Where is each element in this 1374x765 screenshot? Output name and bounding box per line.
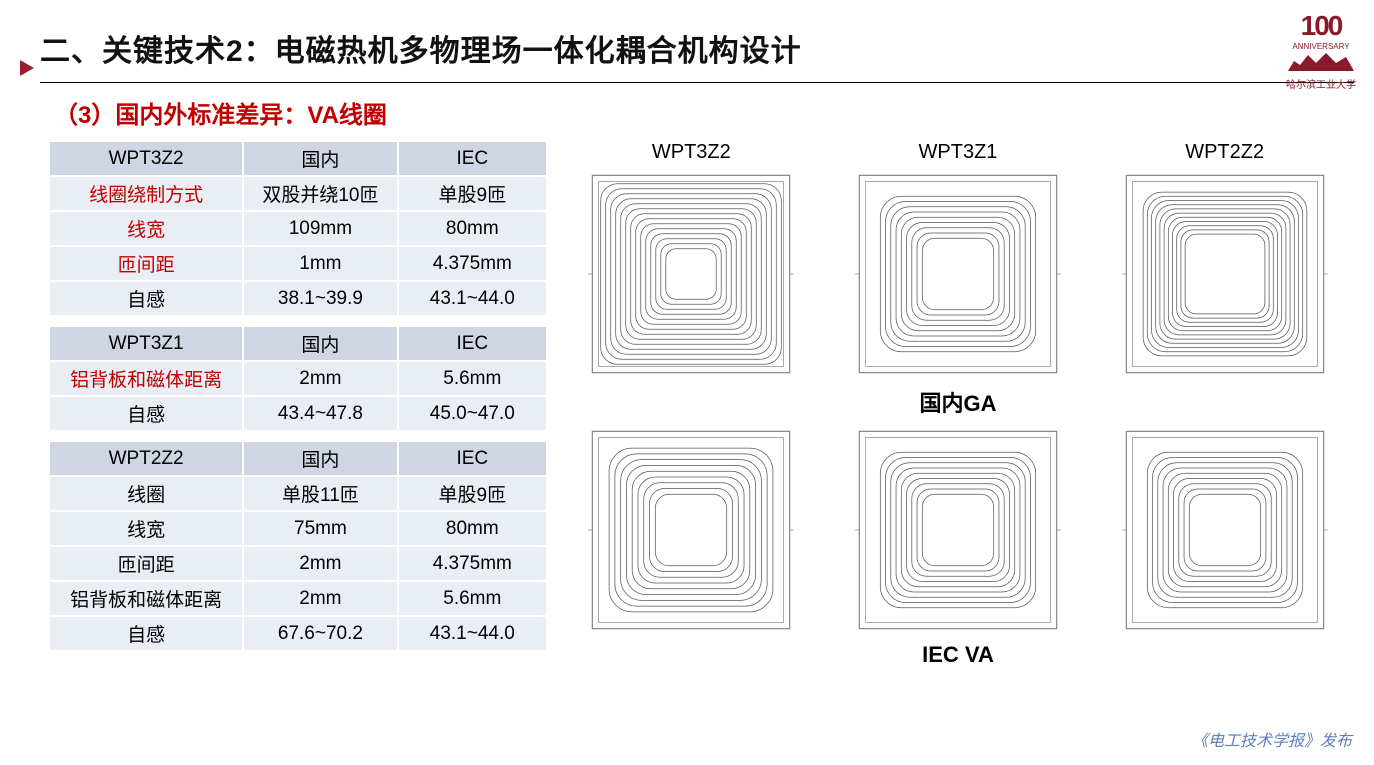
table-header-cn: 国内 [243,441,397,476]
diagram-label: WPT2Z2 [1185,141,1264,164]
table-header-cn: 国内 [243,326,397,361]
table-header-iec: IEC [398,441,547,476]
coil-diagram [586,425,796,635]
tables-column: WPT3Z2国内IEC线圈绕制方式双股并绕10匝单股9匝线宽109mm80mm匝… [48,140,548,670]
section-arrow-icon [20,60,34,76]
diagram-label: WPT3Z1 [919,141,998,164]
coil-diagram [1120,169,1330,379]
title-divider [40,82,1354,83]
table-header-name: WPT3Z2 [49,141,243,176]
table-wpt2z2: WPT2Z2国内IEC 线圈单股11匝单股9匝线宽75mm80mm 匝间距2mm4.… [48,440,548,652]
coil-diagram [853,425,1063,635]
table-cell-cn: 38.1~39.9 [243,281,397,316]
table-row-label: 线宽 [49,211,243,246]
diagram-label: WPT3Z2 [652,141,731,164]
table-cell-iec: 单股9匝 [398,476,547,511]
table-row-label: 铝背板和磁体距离 [49,361,243,396]
table-cell-cn: 67.6~70.2 [243,616,397,651]
table-cell-cn: 双股并绕10匝 [243,176,397,211]
table-cell-cn: 43.4~47.8 [243,396,397,431]
table-row-label: 匝间距 [49,546,243,581]
coil-diagram [853,169,1063,379]
table-cell-iec: 单股9匝 [398,176,547,211]
table-cell-cn: 109mm [243,211,397,246]
table-row-label: 线宽 [49,511,243,546]
table-cell-iec: 5.6mm [398,581,547,616]
table-row-label: 自感 [49,616,243,651]
table-header-iec: IEC [398,326,547,361]
main-title: 二、关键技术2：电磁热机多物理场一体化耦合机构设计 [40,26,802,70]
subtitle: （3）国内外标准差异：VA线圈 [54,95,1374,130]
table-cell-iec: 43.1~44.0 [398,616,547,651]
footer-credit: 《电工技术学报》发布 [1192,727,1352,751]
table-cell-iec: 80mm [398,511,547,546]
table-cell-iec: 4.375mm [398,546,547,581]
table-cell-cn: 单股11匝 [243,476,397,511]
table-cell-iec: 4.375mm [398,246,547,281]
table-wpt3z1: WPT3Z1国内IEC 铝背板和磁体距离2mm5.6mm 自感43.4~47.845… [48,325,548,432]
table-cell-iec: 45.0~47.0 [398,396,547,431]
table-cell-cn: 1mm [243,246,397,281]
diagram-caption-iec: IEC VA [922,642,994,668]
table-row-label: 线圈 [49,476,243,511]
table-cell-cn: 75mm [243,511,397,546]
diagrams-grid: WPT3Z2 WPT3Z1 WPT2Z2 国内GA IEC VA [566,140,1350,670]
coil-diagram [586,169,796,379]
table-header-name: WPT3Z1 [49,326,243,361]
table-row-label: 线圈绕制方式 [49,176,243,211]
table-row-label: 铝背板和磁体距离 [49,581,243,616]
table-cell-cn: 2mm [243,546,397,581]
table-cell-iec: 80mm [398,211,547,246]
diagram-caption-cn: 国内GA [919,386,996,418]
table-cell-cn: 2mm [243,361,397,396]
coil-diagram [1120,425,1330,635]
table-row-label: 自感 [49,396,243,431]
logo: 110000 ANNIVERSARY 哈尔滨工业大学 [1286,10,1356,91]
table-header-cn: 国内 [243,141,397,176]
table-cell-iec: 5.6mm [398,361,547,396]
table-row-label: 自感 [49,281,243,316]
table-row-label: 匝间距 [49,246,243,281]
table-header-name: WPT2Z2 [49,441,243,476]
table-header-iec: IEC [398,141,547,176]
table-cell-cn: 2mm [243,581,397,616]
table-cell-iec: 43.1~44.0 [398,281,547,316]
table-wpt3z2: WPT3Z2国内IEC 线圈绕制方式双股并绕10匝单股9匝线宽109mm80mm 匝… [48,140,548,317]
